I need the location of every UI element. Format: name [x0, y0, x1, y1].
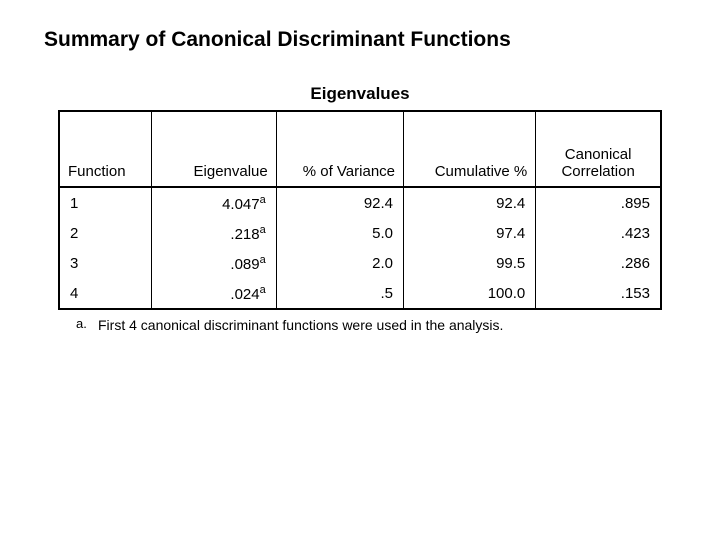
col-header-cumulative: Cumulative %: [404, 111, 536, 187]
table-row: 2 .218a 5.0 97.4 .423: [59, 218, 661, 248]
table-header-row: Function Eigenvalue % of Variance Cumula…: [59, 111, 661, 187]
cell-cumulative: 97.4: [404, 218, 536, 248]
cell-variance: 92.4: [276, 187, 403, 218]
cell-eigenvalue: .218a: [151, 218, 276, 248]
cell-corr: .423: [536, 218, 661, 248]
cell-eigenvalue: .024a: [151, 278, 276, 309]
cell-function: 4: [59, 278, 151, 309]
cell-cumulative: 99.5: [404, 248, 536, 278]
eigenvalues-table: Function Eigenvalue % of Variance Cumula…: [58, 110, 662, 310]
cell-cumulative: 92.4: [404, 187, 536, 218]
cell-cumulative: 100.0: [404, 278, 536, 309]
cell-corr: .895: [536, 187, 661, 218]
col-header-eigenvalue: Eigenvalue: [151, 111, 276, 187]
cell-function: 2: [59, 218, 151, 248]
cell-function: 3: [59, 248, 151, 278]
cell-corr: .286: [536, 248, 661, 278]
table-row: 3 .089a 2.0 99.5 .286: [59, 248, 661, 278]
cell-eigenvalue: .089a: [151, 248, 276, 278]
eigenvalues-table-block: Eigenvalues Function Eigenvalue % of Var…: [58, 84, 662, 335]
table-row: 1 4.047a 92.4 92.4 .895: [59, 187, 661, 218]
col-header-correlation: Canonical Correlation: [536, 111, 661, 187]
cell-variance: .5: [276, 278, 403, 309]
footnote: a. First 4 canonical discriminant functi…: [58, 310, 662, 335]
cell-eigenvalue: 4.047a: [151, 187, 276, 218]
table-row: 4 .024a .5 100.0 .153: [59, 278, 661, 309]
cell-variance: 2.0: [276, 248, 403, 278]
cell-corr: .153: [536, 278, 661, 309]
col-header-variance: % of Variance: [276, 111, 403, 187]
footnote-text: First 4 canonical discriminant functions…: [98, 316, 662, 335]
footnote-mark: a.: [76, 316, 98, 335]
table-title: Eigenvalues: [58, 84, 662, 110]
col-header-function: Function: [59, 111, 151, 187]
page-title: Summary of Canonical Discriminant Functi…: [0, 0, 720, 52]
cell-function: 1: [59, 187, 151, 218]
cell-variance: 5.0: [276, 218, 403, 248]
